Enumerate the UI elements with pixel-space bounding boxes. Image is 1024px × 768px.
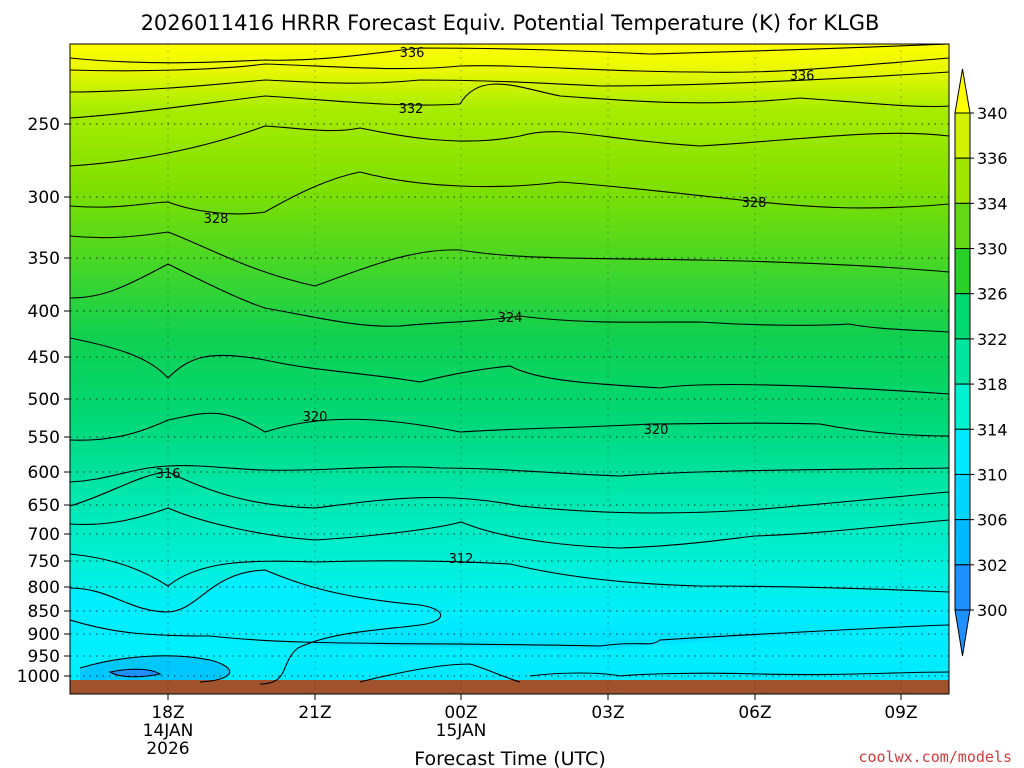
colorbar-segment [954, 428, 971, 475]
contour-label: 324 [498, 311, 523, 326]
colorbar-segment [954, 564, 971, 611]
chart-title: 2026011416 HRRR Forecast Equiv. Potentia… [141, 11, 880, 35]
y-tick-label: 550 [28, 428, 60, 448]
contour-label: 336 [790, 69, 815, 84]
y-tick-label: 250 [28, 115, 60, 135]
colorbar-label: 336 [977, 149, 1008, 168]
contour-line [70, 337, 949, 395]
terrain-band [70, 680, 949, 694]
contour-line [70, 465, 949, 483]
y-tick-label: 900 [28, 625, 60, 645]
contour-line [70, 553, 949, 593]
colorbar-label: 334 [977, 194, 1008, 213]
x-tick-label: 03Z [591, 703, 624, 723]
x-tick-date: 14JAN [143, 721, 194, 741]
contour-line [70, 57, 949, 73]
contour-line [70, 263, 949, 333]
y-tick-label: 600 [28, 463, 60, 483]
colorbar-segment [954, 519, 971, 566]
y-tick-label: 950 [28, 647, 60, 667]
y-tick-label: 650 [28, 496, 60, 516]
colorbar-label: 306 [977, 511, 1008, 530]
colorbar-segment [954, 157, 971, 204]
colorbar-label: 326 [977, 285, 1008, 304]
y-tick-label: 450 [28, 348, 60, 368]
x-tick-year: 2026 [146, 739, 189, 759]
y-tick-label: 800 [28, 578, 60, 598]
colorbar-label: 300 [977, 601, 1008, 620]
contour-label: 336 [400, 46, 425, 61]
contour-labels: 336 336 332 328 328 324 320 320 316 312 [156, 46, 815, 567]
contour-line [79, 655, 231, 683]
contour-line [70, 619, 949, 647]
colorbar-label: 310 [977, 465, 1008, 484]
y-tick-label: 300 [28, 188, 60, 208]
contour-label: 328 [204, 212, 229, 227]
plot-area [70, 44, 949, 694]
x-tick-label: 09Z [884, 703, 917, 723]
contour-line [70, 44, 949, 64]
contour-label: 312 [449, 552, 474, 567]
contour-line [70, 71, 949, 93]
colorbar-segment [954, 473, 971, 521]
contour-line [108, 668, 162, 678]
contour-line [529, 671, 949, 677]
contour-line [70, 83, 949, 119]
coldest-core [110, 669, 160, 677]
contour-line [70, 471, 949, 514]
credit-text: coolwx.com/models [858, 748, 1012, 766]
plot-frame [69, 43, 950, 695]
x-tick-label: 21Z [298, 703, 331, 723]
colorbar-segment [954, 383, 971, 430]
colorbar-min-arrow [954, 609, 971, 657]
colorbar-label: 318 [977, 375, 1008, 394]
colorbar-max-arrow [954, 68, 971, 114]
colorbar-segment [954, 202, 971, 250]
y-tick-label: 850 [28, 602, 60, 622]
contour-label: 316 [156, 467, 181, 482]
colorbar-label: 330 [977, 240, 1008, 259]
y-tick-label: 350 [28, 249, 60, 269]
x-axis-label: Forecast Time (UTC) [414, 748, 605, 768]
contour-line [70, 569, 442, 685]
y-axis: 250 300 350 400 450 500 550 600 650 700 750 800 850 9… [17, 115, 70, 687]
colorbar-segment [954, 112, 971, 159]
colorbar-label: 340 [977, 104, 1008, 123]
contour-line [70, 231, 949, 287]
colorbar-segment [954, 293, 971, 340]
x-tick-date: 15JAN [436, 721, 487, 741]
colorbar-segment [954, 338, 971, 385]
y-tick-label: 400 [28, 302, 60, 322]
contour-label: 320 [644, 423, 669, 438]
contour-line [70, 125, 949, 167]
colorbar-label: 322 [977, 330, 1008, 349]
y-tick-label: 1000 [17, 667, 60, 687]
contour-line [70, 171, 949, 215]
x-tick-label: 00Z [444, 703, 477, 723]
colorbar-segment [954, 248, 971, 295]
contour-lines [70, 44, 949, 685]
contour-line [70, 412, 949, 441]
x-tick-label: 06Z [738, 703, 771, 723]
contour-label: 328 [742, 196, 767, 211]
y-tick-label: 700 [28, 525, 60, 545]
colorbar: 340 336 334 330 326 322 318 314 310 306 302 300 [954, 68, 1008, 657]
contour-line [70, 507, 949, 549]
x-tick-label: 18Z [151, 703, 184, 723]
colorbar-label: 314 [977, 420, 1008, 439]
colorbar-label: 302 [977, 556, 1008, 575]
y-tick-label: 500 [28, 390, 60, 410]
contour-line [359, 663, 521, 683]
y-tick-label: 750 [28, 552, 60, 572]
contour-label: 332 [399, 102, 424, 117]
contour-label: 320 [303, 410, 328, 425]
surface-layer [70, 625, 949, 684]
